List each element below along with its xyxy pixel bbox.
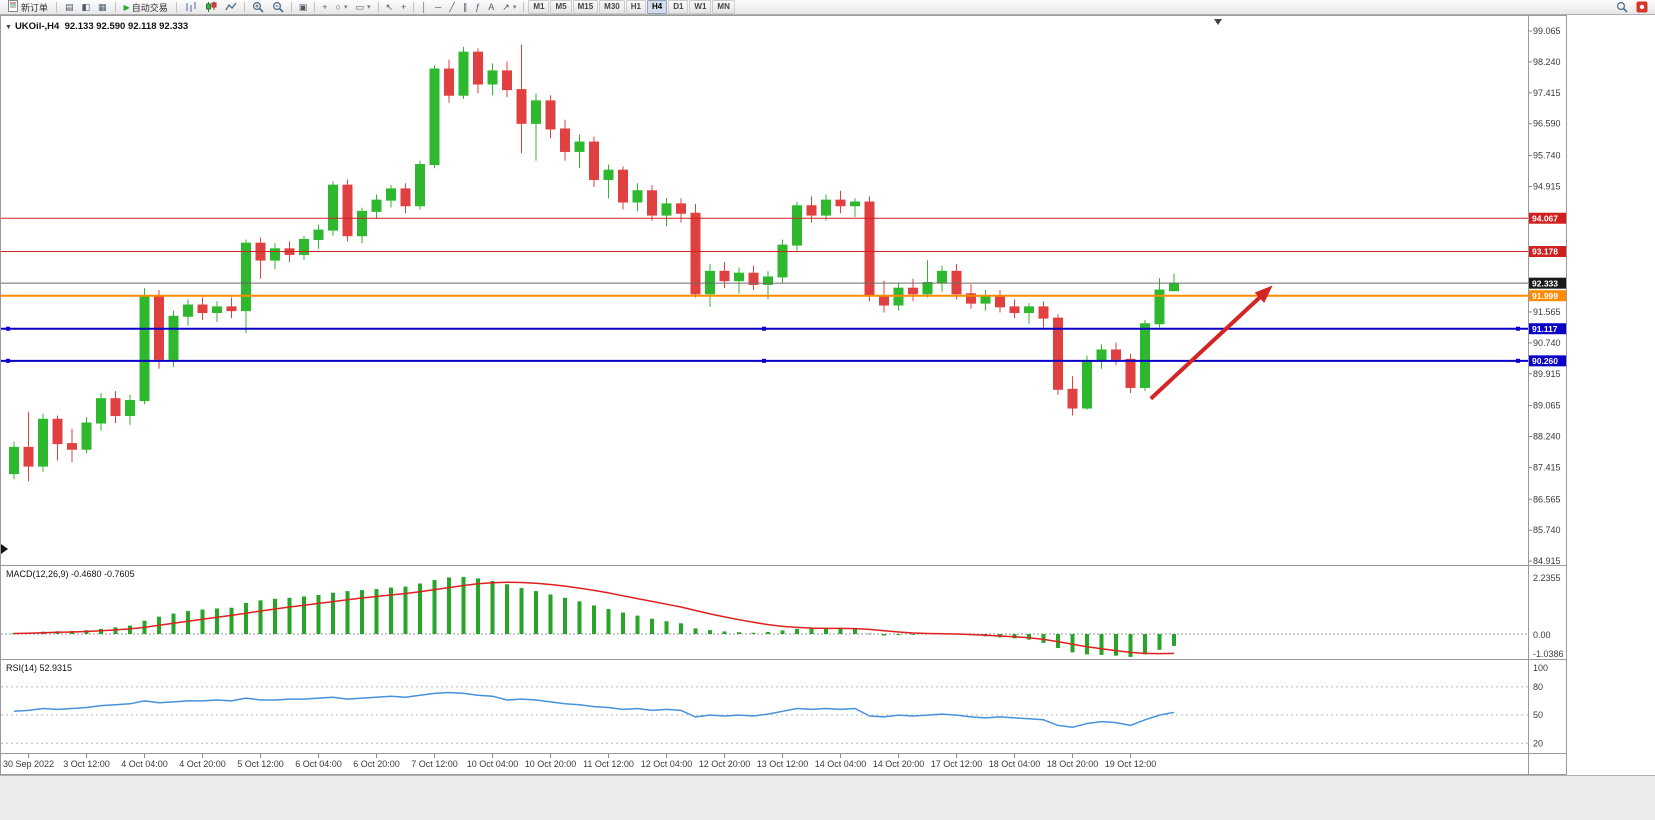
market-watch-button[interactable]: ▤ xyxy=(61,0,78,15)
chart-candles-icon xyxy=(205,1,217,12)
data-window-button[interactable]: ◧ xyxy=(78,0,95,15)
rsi-panel[interactable] xyxy=(0,661,1528,753)
chevron-down-icon: ▾ xyxy=(343,4,348,11)
rsi-indicator-label: RSI(14) 52.9315 xyxy=(6,663,73,673)
autotrading-label: 自动交易 xyxy=(131,2,168,13)
new-order-icon xyxy=(8,0,18,12)
cursor-icon: ↖ xyxy=(385,2,394,12)
chart-candles-button[interactable] xyxy=(201,0,221,15)
toolbar-separator xyxy=(413,1,415,13)
community-icon xyxy=(1636,1,1648,13)
toolbar-separator xyxy=(377,1,379,13)
template-icon: ▭ xyxy=(355,2,364,12)
autotrading-button[interactable]: ▶ 自动交易 xyxy=(120,0,172,15)
toolbar: 新订单 ▤ ◧ ▦ ▶ 自动交易 ▣ + ○ ▾ ▭ ▾ ↖ + │ ─ ╱ ∥ ƒ A ↗ ▾ M1 M5 M15 M… xyxy=(0,0,1655,15)
new-order-icon xyxy=(7,0,19,14)
arrows-button[interactable]: ↗ ▾ xyxy=(498,0,520,15)
new-chart-icon: + xyxy=(322,2,328,12)
search-button[interactable] xyxy=(1612,0,1632,15)
time-axis[interactable] xyxy=(0,755,1528,775)
zoom-in-button[interactable] xyxy=(248,0,268,15)
toolbar-separator xyxy=(314,1,316,13)
community-button[interactable] xyxy=(1632,0,1652,15)
macd-indicator-label: MACD(12,26,9) -0.4680 -0.7605 xyxy=(6,569,135,579)
data-window-icon: ◧ xyxy=(81,2,91,12)
text-button[interactable]: A xyxy=(484,0,498,15)
toolbar-separator xyxy=(523,1,525,13)
timeframe-h1[interactable]: H1 xyxy=(625,0,646,14)
tile-windows-button[interactable]: ▣ xyxy=(295,0,312,15)
chevron-down-icon: ▾ xyxy=(366,4,371,11)
bottom-strip xyxy=(0,775,1655,820)
chart-bars-button[interactable] xyxy=(181,0,201,15)
timeframe-w1[interactable]: W1 xyxy=(689,0,712,14)
navigator-icon: ▦ xyxy=(98,2,107,12)
timeframe-m30[interactable]: M30 xyxy=(599,0,625,14)
navigator-button[interactable]: ▦ xyxy=(94,0,111,15)
new-order-button[interactable]: 新订单 xyxy=(3,0,52,15)
chevron-down-icon: ▾ xyxy=(512,4,517,11)
fibonacci-button[interactable]: ƒ xyxy=(471,0,484,15)
timeframe-m1[interactable]: M1 xyxy=(528,0,550,14)
cursor-button[interactable]: ↖ xyxy=(382,0,398,15)
timeframe-mn[interactable]: MN xyxy=(712,0,735,14)
toolbar-separator xyxy=(290,1,292,13)
timeframe-m15[interactable]: M15 xyxy=(572,0,599,14)
price-axis[interactable] xyxy=(1530,15,1567,775)
toolbar-separator xyxy=(114,1,116,13)
template-button[interactable]: ▭ ▾ xyxy=(351,0,374,15)
crosshair-icon: + xyxy=(401,2,407,12)
new-chart-button[interactable]: + xyxy=(318,0,331,15)
text-icon: A xyxy=(488,2,495,12)
vertical-line-button[interactable]: │ xyxy=(417,0,431,15)
new-order-label: 新订单 xyxy=(21,2,49,13)
symbol-timeframe: UKOil-,H4 xyxy=(14,21,60,32)
timeframe-d1[interactable]: D1 xyxy=(668,0,689,14)
chart-plot[interactable] xyxy=(0,16,1528,565)
trendline-button[interactable]: ╱ xyxy=(445,0,458,15)
macd-panel[interactable] xyxy=(0,567,1528,659)
arrows-icon: ↗ xyxy=(502,2,510,12)
horizontal-line-button[interactable]: ─ xyxy=(431,0,445,15)
toolbar-separator xyxy=(175,1,177,13)
right-empty-strip xyxy=(1567,15,1655,775)
zoom-out-icon xyxy=(272,1,284,13)
chart-line-icon xyxy=(225,2,237,11)
channel-button[interactable]: ∥ xyxy=(459,0,472,15)
search-icon xyxy=(1616,1,1628,13)
crosshair-button[interactable]: + xyxy=(397,0,410,15)
vertical-line-icon: │ xyxy=(421,2,427,12)
toolbar-separator xyxy=(243,1,245,13)
timeframe-m5[interactable]: M5 xyxy=(550,0,572,14)
chart-bars-icon xyxy=(186,2,196,12)
chart-title: ▼ UKOil-,H4 92.133 92.590 92.118 92.333 xyxy=(5,21,188,32)
channel-icon: ∥ xyxy=(462,2,468,12)
tile-windows-icon: ▣ xyxy=(298,2,308,12)
zoom-in-icon xyxy=(252,1,264,13)
chevron-down-icon: ▼ xyxy=(5,24,12,31)
trendline-icon: ╱ xyxy=(449,2,455,12)
horizontal-line-icon: ─ xyxy=(434,2,442,12)
ohlc-values: 92.133 92.590 92.118 92.333 xyxy=(64,21,189,32)
autotrading-play-icon: ▶ xyxy=(123,2,130,12)
period-icon: ○ xyxy=(335,2,341,12)
zoom-out-button[interactable] xyxy=(268,0,288,15)
toolbar-separator xyxy=(56,1,58,13)
market-watch-icon: ▤ xyxy=(65,2,74,12)
timeframe-h4[interactable]: H4 xyxy=(646,0,668,14)
chart-line-button[interactable] xyxy=(221,0,241,15)
fibonacci-icon: ƒ xyxy=(475,2,481,12)
period-button[interactable]: ○ ▾ xyxy=(332,0,352,15)
